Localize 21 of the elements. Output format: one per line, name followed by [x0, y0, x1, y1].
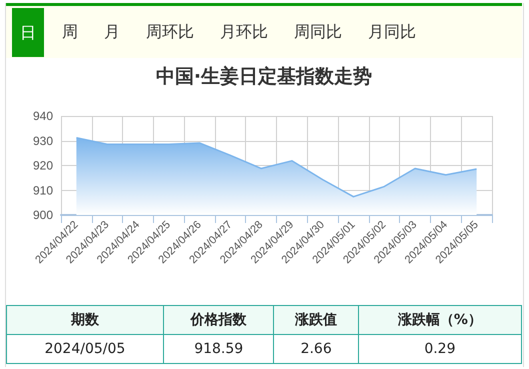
- y-tick-label: 940: [32, 109, 54, 123]
- text: 周: [62, 22, 78, 42]
- text: 2024/05/05: [6, 334, 164, 364]
- text: 期数: [6, 306, 164, 334]
- text: 0.29: [358, 334, 522, 364]
- y-tick-label: 930: [32, 134, 54, 148]
- text: 月: [104, 22, 120, 42]
- text: 月环比: [220, 22, 268, 42]
- chart-title: 中国·生姜日定基指数走势: [156, 66, 372, 88]
- text: 日: [12, 8, 44, 56]
- y-tick-label: 900: [32, 208, 54, 222]
- text: 涨跌幅（%）: [358, 306, 522, 334]
- y-tick-label: 910: [32, 183, 54, 198]
- text: 价格指数: [163, 306, 274, 334]
- text: 涨跌值: [274, 306, 358, 334]
- text: 月同比: [368, 22, 416, 42]
- text: 周同比: [294, 22, 342, 42]
- y-tick-label: 920: [32, 158, 54, 172]
- text: 2.66: [274, 334, 358, 364]
- text: 918.59: [163, 334, 274, 364]
- text: 周环比: [146, 22, 194, 42]
